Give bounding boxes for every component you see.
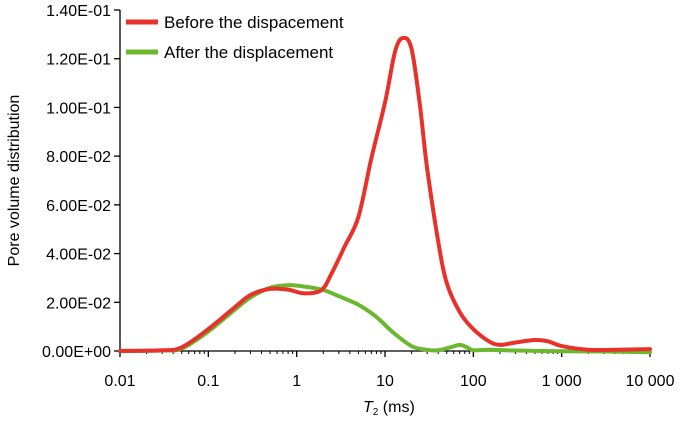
y-tick-label: 1.40E-01 <box>46 3 111 20</box>
x-axis-title: T2 (ms) <box>363 399 415 418</box>
legend-label: After the displacement <box>164 43 333 62</box>
y-tick-label: 6.00E-02 <box>46 198 111 215</box>
legend: Before the dispacement After the displace… <box>126 13 344 62</box>
series-layer <box>118 35 652 355</box>
x-tick-label: 1 000 <box>542 373 582 390</box>
legend-label: Before the dispacement <box>164 13 344 32</box>
x-tick-label: 0.1 <box>197 373 219 390</box>
y-tick-label: 1.00E-01 <box>46 100 111 117</box>
y-axis-title: Pore volume distribution <box>6 95 23 267</box>
series-line-before <box>118 35 652 353</box>
x-tick-label: 0.01 <box>104 373 135 390</box>
y-tick-label: 1.20E-01 <box>46 52 111 69</box>
y-tick-label: 4.00E-02 <box>46 247 111 264</box>
y-tick-label: 2.00E-02 <box>46 295 111 312</box>
x-tick-label: 10 <box>376 373 394 390</box>
series-line-after <box>118 283 652 355</box>
axis-labels: 0.00E+00 2.00E-02 4.00E-02 6.00E-02 8.00E-02… <box>6 3 675 418</box>
axes <box>114 9 651 357</box>
x-tick-label: 1 <box>292 373 301 390</box>
x-tick-label: 100 <box>460 373 487 390</box>
y-tick-label: 8.00E-02 <box>46 149 111 166</box>
y-tick-label: 0.00E+00 <box>42 344 111 361</box>
x-tick-label: 10 000 <box>626 373 675 390</box>
